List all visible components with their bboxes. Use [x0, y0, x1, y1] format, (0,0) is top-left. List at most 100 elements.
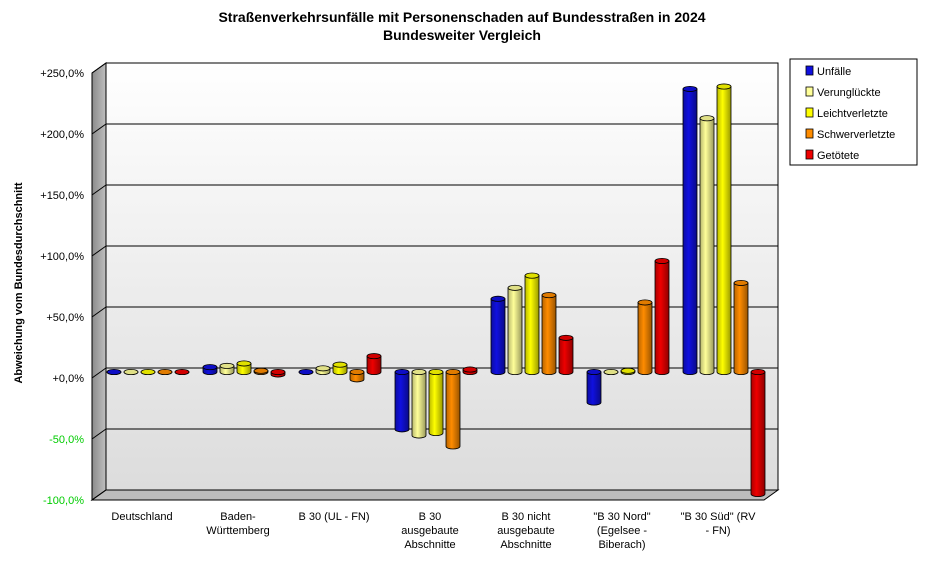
bar-cap — [349, 368, 365, 375]
bar-cap — [490, 295, 506, 302]
bar — [236, 360, 252, 375]
legend-label: Leichtverletzte — [817, 108, 888, 120]
legend-swatch — [805, 107, 814, 118]
bar-body — [490, 298, 506, 375]
bar — [174, 368, 190, 375]
gridline-side — [91, 62, 107, 74]
bar-body — [733, 282, 749, 375]
bar-body — [507, 287, 523, 375]
bar-cap — [411, 368, 427, 375]
bar-cap — [716, 83, 732, 90]
x-tick-label: Deutschland — [111, 511, 172, 523]
bar — [750, 368, 766, 497]
y-tick-label: +200,0% — [40, 129, 84, 141]
bar — [620, 367, 636, 375]
x-tick-label: Baden-Württemberg — [206, 511, 270, 537]
bar-body — [541, 294, 557, 375]
bar-body — [716, 86, 732, 375]
y-tick-label: -100,0% — [43, 495, 84, 507]
y-axis-ticks: -100,0% -50,0% +0,0% +50,0% +100,0% +150,0% +2… — [40, 68, 84, 507]
bar — [411, 368, 427, 439]
y-tick-label: +250,0% — [40, 68, 84, 80]
x-axis-labels: Deutschland Baden-Württemberg B 30 (UL - F… — [111, 511, 756, 551]
bar — [106, 368, 122, 375]
bar-cap — [682, 85, 698, 92]
chart-subtitle: Bundesweiter Vergleich — [383, 27, 541, 43]
plot-floor — [90, 489, 780, 501]
bar — [202, 364, 218, 375]
bar-cap — [236, 360, 252, 367]
legend-label: Verunglückte — [817, 87, 881, 99]
bar — [524, 272, 540, 375]
bar — [315, 365, 331, 375]
bar-body — [366, 355, 382, 375]
legend-swatch — [805, 86, 814, 97]
bar-body — [428, 371, 444, 436]
bar — [733, 279, 749, 375]
x-tick-label: B 30 (UL - FN) — [298, 511, 369, 523]
legend-label: Schwerverletzte — [817, 129, 895, 141]
bar — [462, 366, 478, 375]
bar — [270, 368, 286, 378]
y-tick-label: +150,0% — [40, 190, 84, 202]
gridline-side — [91, 184, 107, 196]
bar-body — [445, 371, 461, 450]
bar-cap — [253, 367, 269, 374]
gridline-side — [91, 428, 107, 440]
bar-cap — [637, 299, 653, 306]
bar-cap — [270, 368, 286, 375]
bar — [507, 284, 523, 375]
bar — [699, 115, 715, 375]
bar-body — [682, 88, 698, 375]
bar — [349, 368, 365, 383]
x-tick-label: "B 30 Süd" (RV - FN) — [681, 511, 757, 537]
bar — [603, 368, 619, 375]
bar — [716, 83, 732, 375]
legend-swatch — [805, 128, 814, 139]
bar-cap — [654, 257, 670, 264]
y-tick-label: +0,0% — [53, 373, 85, 385]
x-tick-label: "B 30 Nord" (Egelsee -Biberach) — [593, 511, 650, 551]
bar — [586, 368, 602, 406]
bar — [558, 334, 574, 375]
gridline-side — [91, 367, 107, 379]
gridline-side — [91, 306, 107, 318]
gridline-side — [91, 123, 107, 135]
bar-body — [411, 371, 427, 439]
bar — [637, 299, 653, 375]
bar-cap — [558, 334, 574, 341]
bar-cap — [394, 368, 410, 375]
bar-cap — [445, 368, 461, 375]
bar — [366, 353, 382, 375]
bar-cap — [524, 272, 540, 279]
bar-cap — [315, 365, 331, 372]
bar-cap — [298, 368, 314, 375]
bar-cap — [366, 353, 382, 360]
legend-swatch — [805, 149, 814, 160]
legend-label: Getötete — [817, 150, 859, 162]
bar — [541, 292, 557, 375]
bar-cap — [733, 279, 749, 286]
bar-body — [524, 275, 540, 375]
y-tick-label: -50,0% — [49, 434, 84, 446]
legend: Unfälle Verunglückte Leichtverletzte Schwer… — [789, 58, 918, 166]
bar-cap — [332, 361, 348, 368]
y-tick-label: +50,0% — [46, 312, 84, 324]
bar-cap — [123, 368, 139, 375]
bar-cap — [541, 292, 557, 299]
bar — [682, 85, 698, 375]
bar — [140, 368, 156, 375]
bar — [445, 368, 461, 450]
gridline-side — [91, 245, 107, 257]
bar-body — [558, 337, 574, 375]
bar — [123, 368, 139, 375]
bar — [490, 295, 506, 375]
y-tick-label: +100,0% — [40, 251, 84, 263]
gridline-side — [91, 489, 107, 501]
bar-cap — [750, 368, 766, 375]
bar-body — [750, 371, 766, 497]
y-axis-label: Abweichung vom Bundesdurchschnitt — [13, 182, 25, 383]
bar — [428, 368, 444, 436]
bar-cap — [202, 364, 218, 371]
